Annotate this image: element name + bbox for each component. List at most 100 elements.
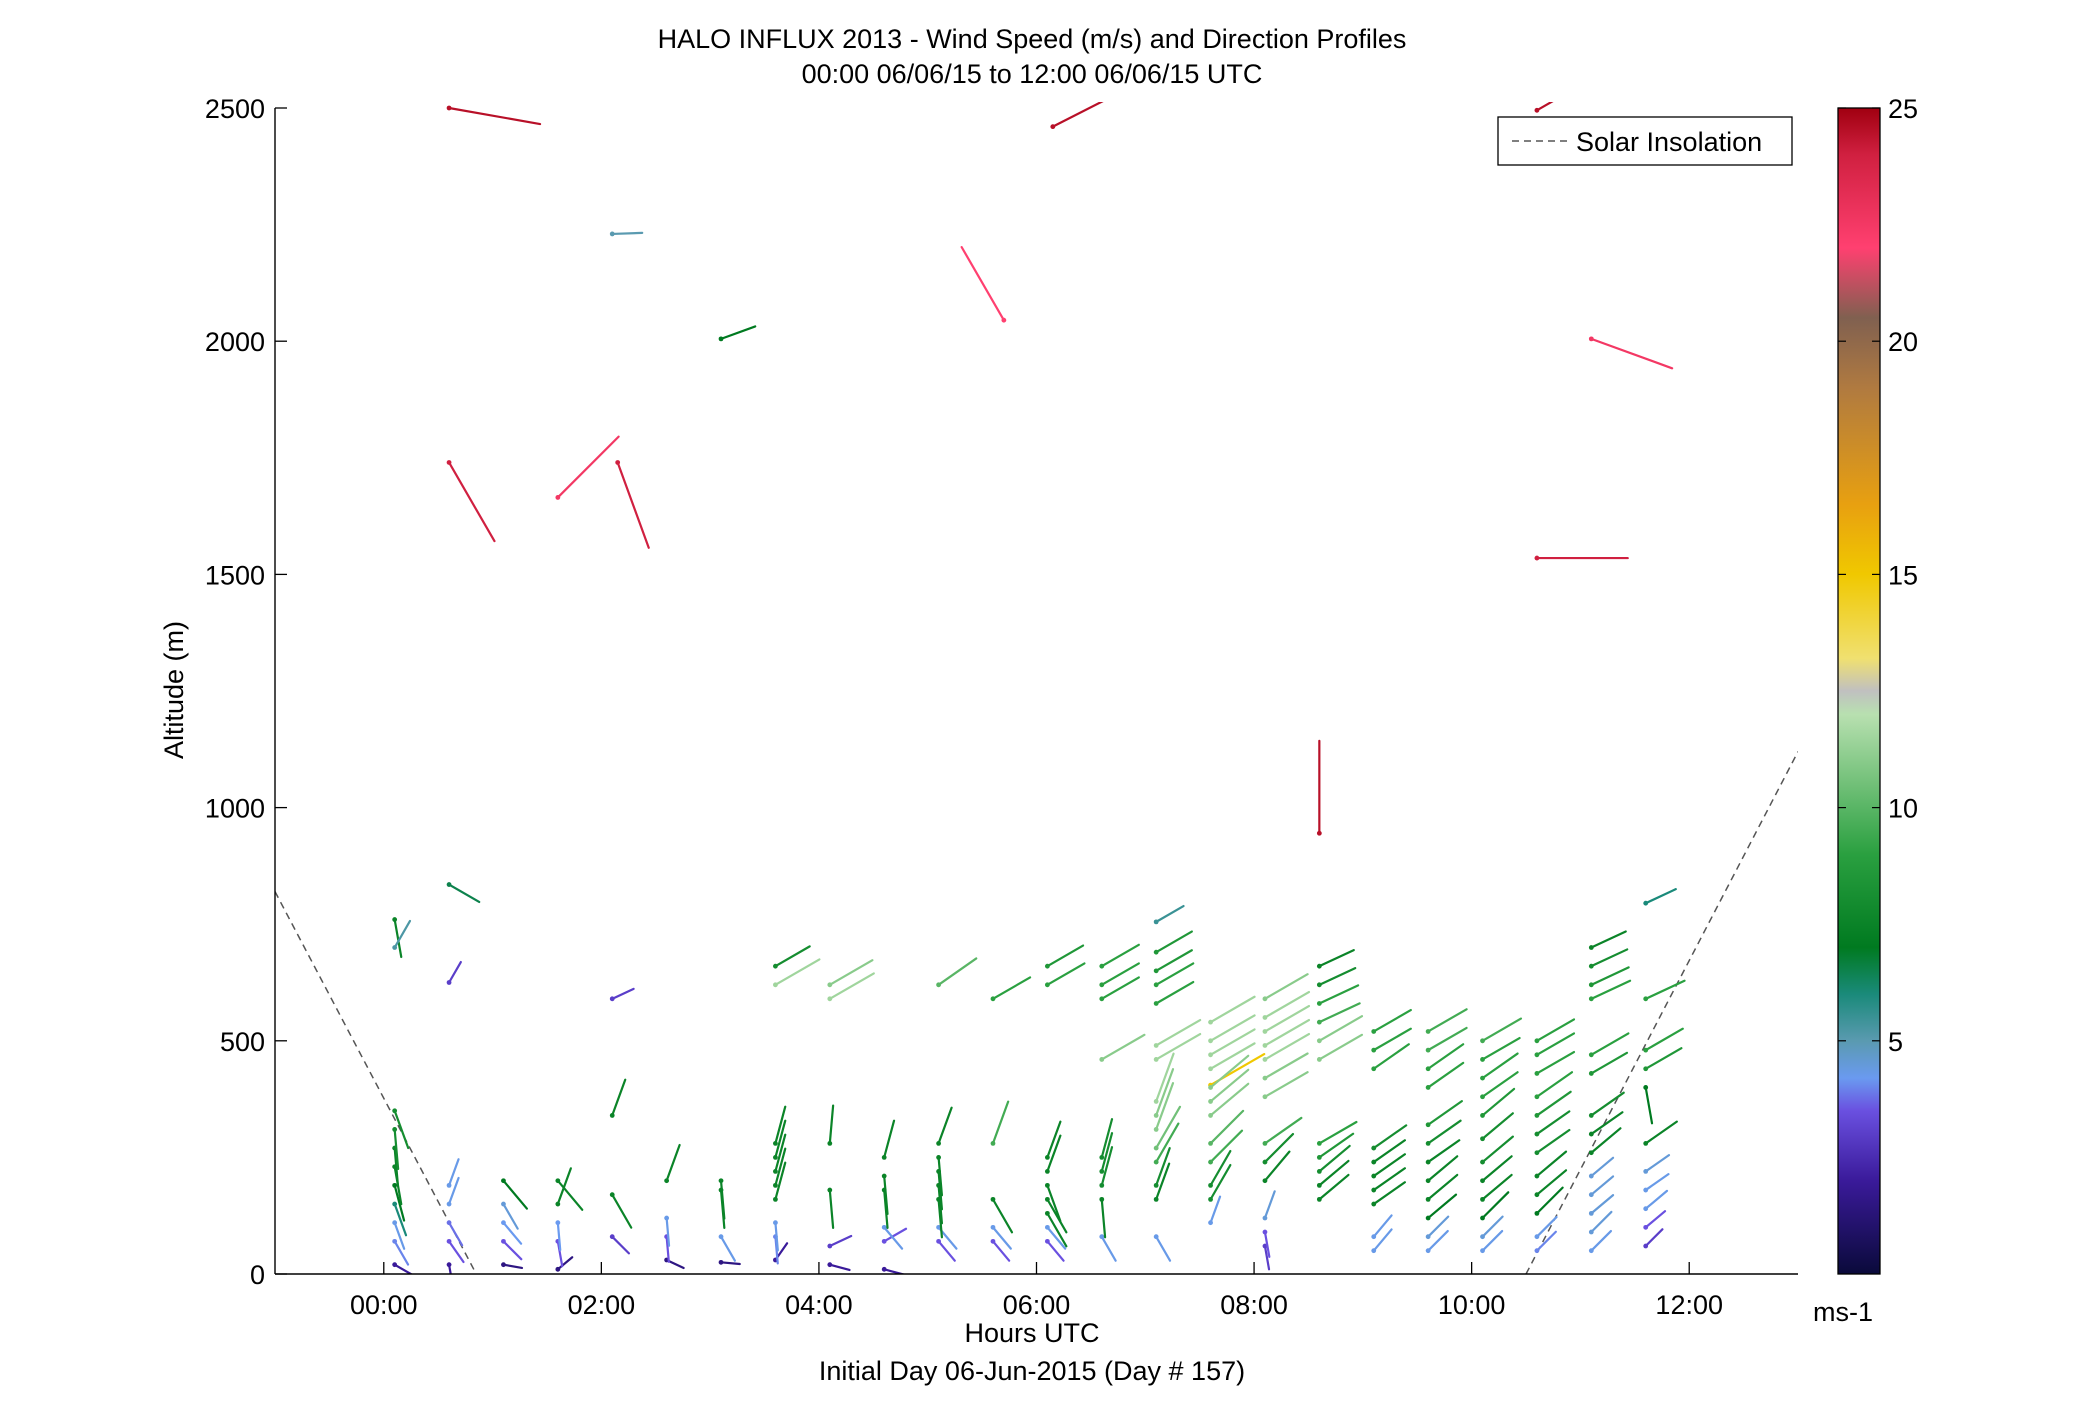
wind-barb-dot: [881, 1266, 887, 1272]
wind-barb: [665, 1143, 681, 1182]
wind-barb-dot: [1588, 1192, 1594, 1198]
wind-barb: [393, 1263, 413, 1274]
wind-barb: [1100, 976, 1140, 1000]
wind-barb-dot: [446, 882, 452, 887]
wind-barb: [1209, 1068, 1250, 1103]
wind-barb: [611, 1078, 627, 1117]
wind-barb: [1209, 1195, 1222, 1224]
wind-barb: [1372, 1214, 1393, 1238]
wind-barb: [1100, 1132, 1114, 1173]
wind-barb: [1100, 962, 1140, 986]
wind-barb-dot: [555, 1178, 561, 1184]
wind-barb: [1263, 973, 1309, 1000]
wind-barb: [1427, 1008, 1468, 1033]
wind-barb: [393, 919, 412, 949]
wind-barb-dot: [555, 1266, 561, 1272]
x-tick-label: 00:00: [350, 1290, 418, 1320]
chart-title: HALO INFLUX 2013 - Wind Speed (m/s) and …: [658, 24, 1407, 54]
wind-barb: [1051, 102, 1104, 128]
wind-barb-dot: [1044, 982, 1050, 988]
wind-barb: [1590, 1127, 1622, 1154]
wind-barb-dot: [1480, 1196, 1485, 1202]
wind-barb: [1427, 1061, 1465, 1089]
wind-barb: [937, 1198, 944, 1239]
wind-barb: [1535, 1150, 1568, 1178]
wind-barb: [1372, 1181, 1406, 1206]
colorbar: 5 10 15 20 25: [1837, 94, 1918, 1275]
wind-barb-dot: [1316, 963, 1322, 969]
wind-barb-dot: [392, 1182, 398, 1188]
wind-barb: [1372, 1027, 1412, 1052]
wind-barb: [1590, 1051, 1629, 1075]
wind-barb-dot: [392, 1262, 398, 1268]
wind-barb-dot: [1425, 1066, 1431, 1072]
wind-barb: [1372, 1043, 1410, 1070]
legend-box: [1497, 116, 1793, 166]
wind-barb-dot: [827, 982, 833, 988]
wind-barb-dot: [1099, 963, 1105, 969]
wind-barb-dot: [1534, 1038, 1540, 1044]
wind-barb-dot: [1208, 1182, 1213, 1188]
wind-barb: [1644, 1228, 1664, 1248]
wind-barb: [502, 1202, 519, 1230]
wind-barb: [1046, 1198, 1068, 1234]
wind-barb: [937, 1156, 944, 1197]
wind-barb-dot: [990, 1196, 996, 1202]
wind-barb: [1535, 1032, 1576, 1056]
wind-barb: [1372, 1124, 1408, 1150]
wind-barb-dot: [936, 1155, 941, 1160]
y-tick-label: 1500: [205, 560, 265, 590]
wind-barb-dot: [446, 105, 452, 111]
wind-barb-dot: [555, 495, 561, 500]
wind-barb-dot: [1643, 1085, 1649, 1090]
wind-barb: [1427, 1215, 1450, 1238]
wind-barb-dot: [1588, 1173, 1594, 1179]
wind-barb-dot: [609, 996, 615, 1002]
wind-barb: [1535, 1186, 1564, 1215]
wind-barb: [447, 883, 481, 904]
wind-barb-dot: [827, 996, 833, 1002]
wind-barb-dot: [773, 1155, 778, 1160]
wind-barb: [393, 1109, 410, 1150]
wind-barb: [960, 246, 1005, 322]
wind-barb-dot: [1262, 1141, 1268, 1146]
wind-barb-dot: [1153, 1234, 1159, 1240]
wind-barb: [1263, 1244, 1271, 1271]
wind-barb: [1372, 1167, 1406, 1192]
wind-barb-dot: [555, 1201, 561, 1207]
wind-barb: [1155, 1105, 1182, 1150]
wind-barb: [1372, 1153, 1406, 1178]
wind-barb-dot: [1262, 1057, 1268, 1062]
colorbar-unit-label: ms-1: [1813, 1297, 1873, 1327]
wind-barb: [937, 957, 978, 986]
wind-barb: [1590, 966, 1630, 986]
y-tick-label: 0: [250, 1260, 265, 1290]
wind-barb: [665, 1216, 671, 1247]
wind-barb: [1535, 1169, 1568, 1196]
x-axis-label: Hours UTC: [964, 1318, 1099, 1348]
wind-barb-dot: [501, 1238, 506, 1244]
wind-barb: [1155, 1052, 1175, 1103]
wind-barb-dot: [827, 1243, 833, 1249]
wind-barb: [1046, 1226, 1067, 1250]
wind-barb: [1481, 1215, 1504, 1238]
wind-barb: [447, 960, 462, 984]
wind-barb-dot: [1044, 1182, 1050, 1188]
wind-barb: [937, 1170, 944, 1211]
wind-barb: [1318, 984, 1360, 1005]
wind-barb-dot: [1262, 1029, 1268, 1034]
wind-barb-dot: [1050, 124, 1056, 130]
wind-barb: [1590, 1210, 1613, 1234]
wind-barb-dot: [501, 1262, 506, 1268]
wind-barb-dot: [1588, 1113, 1594, 1118]
wind-barb: [774, 1119, 787, 1159]
wind-barb: [665, 1235, 670, 1263]
wind-barb-dot: [1643, 1047, 1649, 1053]
wind-barb-dot: [555, 1220, 561, 1226]
x-tick-label: 06:00: [1003, 1290, 1071, 1320]
wind-barb: [447, 1176, 460, 1206]
wind-barb: [1100, 1146, 1114, 1187]
wind-barb: [1318, 1015, 1364, 1042]
wind-barb: [1263, 1004, 1311, 1033]
wind-barb-dot: [1316, 1019, 1322, 1025]
